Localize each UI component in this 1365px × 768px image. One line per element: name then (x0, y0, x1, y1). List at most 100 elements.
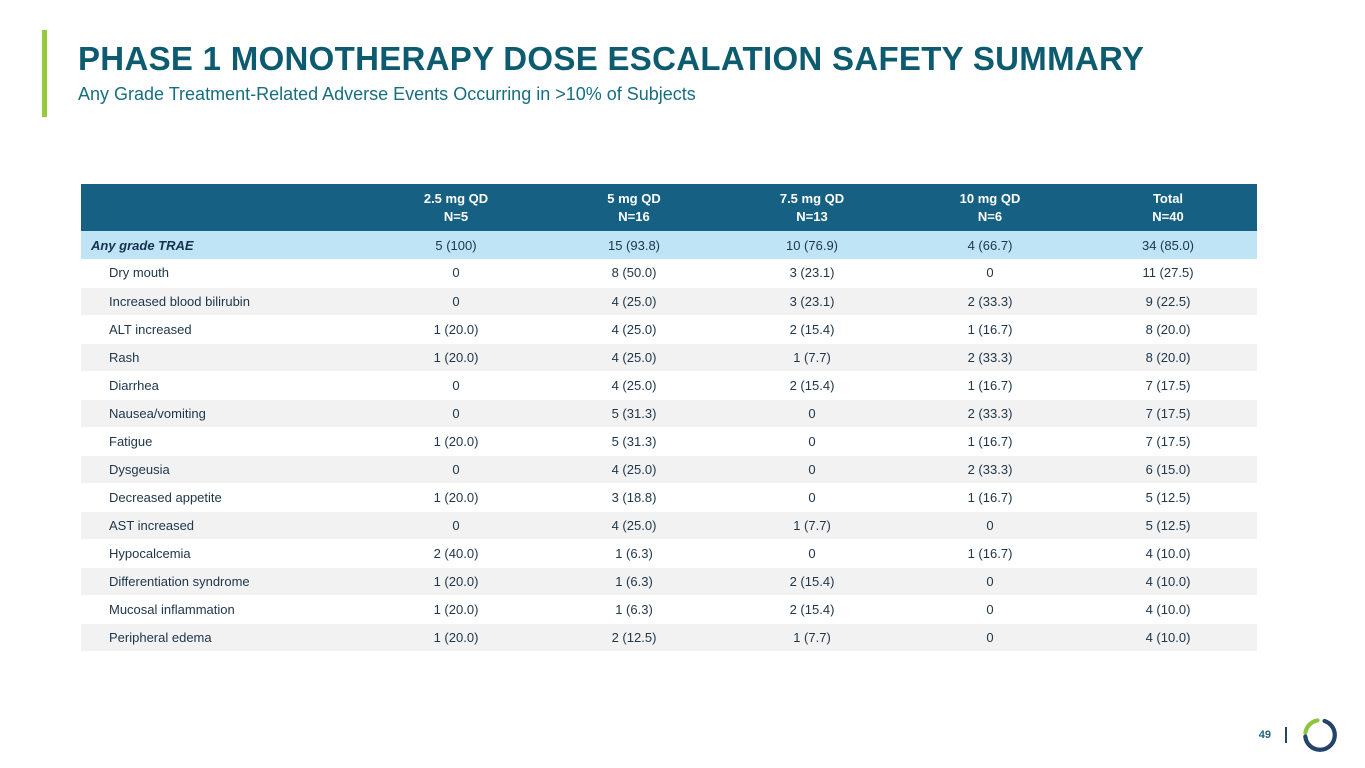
ae-value-cell: 1 (20.0) (433, 601, 479, 617)
ae-value-cell: 4 (25.0) (611, 377, 657, 393)
ae-value-cell: 7 (17.5) (1145, 433, 1191, 449)
table-row: Hypocalcemia 2 (40.0) 1 (6.3) 0 1 (16.7) 4 (1… (81, 539, 1257, 567)
ae-value-cell: 1 (20.0) (433, 629, 479, 645)
ae-term-label: Any grade TRAE (91, 237, 194, 253)
ae-value-cell: 2 (15.4) (789, 377, 835, 393)
ae-value-cell: 1 (16.7) (967, 377, 1013, 393)
ae-term-label: Dysgeusia (109, 461, 170, 477)
ae-value-cell: 4 (10.0) (1145, 573, 1191, 589)
ae-value-cell: 7 (17.5) (1145, 405, 1191, 421)
ae-value-cell: 4 (66.7) (967, 237, 1013, 253)
ae-value-cell: 2 (15.4) (789, 601, 835, 617)
ae-term-label: Decreased appetite (109, 489, 222, 505)
table-row: Dry mouth 0 8 (50.0) 3 (23.1) 0 11 (27.5) (81, 259, 1257, 287)
ae-value-cell: 2 (33.3) (967, 349, 1013, 365)
ae-value-cell: 0 (452, 461, 460, 477)
ae-value-cell: 1 (6.3) (615, 545, 653, 561)
ae-value-cell: 2 (33.3) (967, 461, 1013, 477)
ae-value-cell: 0 (808, 489, 816, 505)
ae-value-cell: 1 (6.3) (615, 573, 653, 589)
ae-value-cell: 1 (20.0) (433, 573, 479, 589)
table-row: Fatigue 1 (20.0) 5 (31.3) 0 1 (16.7) 7 (17.5) (81, 427, 1257, 455)
ae-value-cell: 1 (20.0) (433, 489, 479, 505)
ae-term-label: Increased blood bilirubin (109, 293, 250, 309)
ae-value-cell: 0 (986, 265, 994, 281)
ae-term-label: Nausea/vomiting (109, 405, 206, 421)
ae-term-label: Hypocalcemia (109, 545, 191, 561)
column-header: 2.5 mg QD N=5 (367, 184, 545, 231)
ae-value-cell: 5 (31.3) (611, 405, 657, 421)
ae-value-cell: 0 (986, 517, 994, 533)
ae-value-cell: 4 (25.0) (611, 517, 657, 533)
ae-value-cell: 2 (40.0) (433, 545, 479, 561)
ae-value-cell: 3 (23.1) (789, 265, 835, 281)
table-row: Any grade TRAE 5 (100) 15 (93.8) 10 (76.9) 4… (81, 231, 1257, 259)
column-header: 7.5 mg QD N=13 (723, 184, 901, 231)
adverse-events-table: 2.5 mg QD N=5 5 mg QD N=16 7.5 mg QD N=13 10 m… (81, 184, 1257, 652)
ae-value-cell: 0 (808, 433, 816, 449)
table-row: Differentiation syndrome 1 (20.0) 1 (6.3) 2… (81, 567, 1257, 595)
ae-value-cell: 1 (16.7) (967, 433, 1013, 449)
ae-value-cell: 15 (93.8) (607, 237, 661, 253)
ae-term-label: AST increased (109, 517, 195, 533)
ae-value-cell: 2 (33.3) (967, 293, 1013, 309)
column-header: 5 mg QD N=16 (545, 184, 723, 231)
footer: 49 (1259, 716, 1339, 754)
title-block: PHASE 1 MONOTHERAPY DOSE ESCALATION SAFE… (42, 30, 1144, 117)
ae-value-cell: 11 (27.5) (1142, 265, 1194, 281)
ae-value-cell: 0 (452, 293, 460, 309)
ae-value-cell: 4 (25.0) (611, 293, 657, 309)
ae-value-cell: 34 (85.0) (1141, 237, 1195, 253)
ae-value-cell: 0 (452, 377, 460, 393)
ae-value-cell: 1 (7.7) (793, 517, 831, 533)
ae-value-cell: 6 (15.0) (1145, 461, 1191, 477)
ae-value-cell: 8 (50.0) (611, 265, 657, 281)
ae-value-cell: 1 (20.0) (433, 349, 479, 365)
titles: PHASE 1 MONOTHERAPY DOSE ESCALATION SAFE… (78, 30, 1144, 117)
table-row: AST increased 0 4 (25.0) 1 (7.7) 0 5 (12.5) (81, 511, 1257, 539)
ae-value-cell: 5 (31.3) (611, 433, 657, 449)
ae-value-cell: 0 (452, 405, 460, 421)
column-header-empty (81, 184, 367, 231)
table-row: ALT increased 1 (20.0) 4 (25.0) 2 (15.4) 1 (… (81, 315, 1257, 343)
ae-value-cell: 7 (17.5) (1145, 377, 1191, 393)
ae-value-cell: 0 (452, 265, 460, 281)
ae-term-label: Rash (109, 349, 140, 365)
table-row: Decreased appetite 1 (20.0) 3 (18.8) 0 1 (16… (81, 483, 1257, 511)
table-row: Mucosal inflammation 1 (20.0) 1 (6.3) 2 (15… (81, 595, 1257, 623)
table-row: Diarrhea 0 4 (25.0) 2 (15.4) 1 (16.7) 7 (17.5… (81, 371, 1257, 399)
ae-value-cell: 10 (76.9) (785, 237, 839, 253)
page-title: PHASE 1 MONOTHERAPY DOSE ESCALATION SAFE… (78, 40, 1145, 77)
ae-term-label: Mucosal inflammation (109, 601, 235, 617)
ae-value-cell: 4 (25.0) (611, 321, 657, 337)
ae-value-cell: 9 (22.5) (1145, 293, 1191, 309)
ae-value-cell: 5 (100) (435, 237, 477, 253)
table-row: Increased blood bilirubin 0 4 (25.0) 3 (23.… (81, 287, 1257, 315)
ae-value-cell: 8 (20.0) (1145, 349, 1191, 365)
ae-value-cell: 0 (986, 629, 994, 645)
ae-value-cell: 4 (25.0) (611, 349, 657, 365)
ae-value-cell: 4 (10.0) (1145, 601, 1191, 617)
ae-value-cell: 1 (7.7) (793, 349, 831, 365)
ae-value-cell: 5 (12.5) (1145, 517, 1191, 533)
ae-term-label: Diarrhea (109, 377, 159, 393)
table-row: Nausea/vomiting 0 5 (31.3) 0 2 (33.3) 7 (17.5… (81, 399, 1257, 427)
ae-value-cell: 1 (7.7) (793, 629, 831, 645)
ae-value-cell: 0 (986, 573, 994, 589)
ae-value-cell: 1 (16.7) (967, 489, 1013, 505)
ae-value-cell: 4 (10.0) (1145, 629, 1191, 645)
footer-divider (1285, 727, 1287, 743)
ae-value-cell: 3 (18.8) (611, 489, 657, 505)
page-number: 49 (1258, 729, 1271, 741)
ae-value-cell: 3 (23.1) (789, 293, 835, 309)
ae-value-cell: 2 (15.4) (789, 321, 835, 337)
column-header: Total N=40 (1079, 184, 1257, 231)
ae-value-cell: 4 (25.0) (611, 461, 657, 477)
ae-value-cell: 0 (808, 545, 816, 561)
ae-value-cell: 1 (6.3) (615, 601, 653, 617)
ring-logo-icon (1303, 718, 1337, 752)
ae-value-cell: 0 (808, 405, 816, 421)
ae-value-cell: 2 (15.4) (789, 573, 835, 589)
ae-value-cell: 5 (12.5) (1145, 489, 1191, 505)
